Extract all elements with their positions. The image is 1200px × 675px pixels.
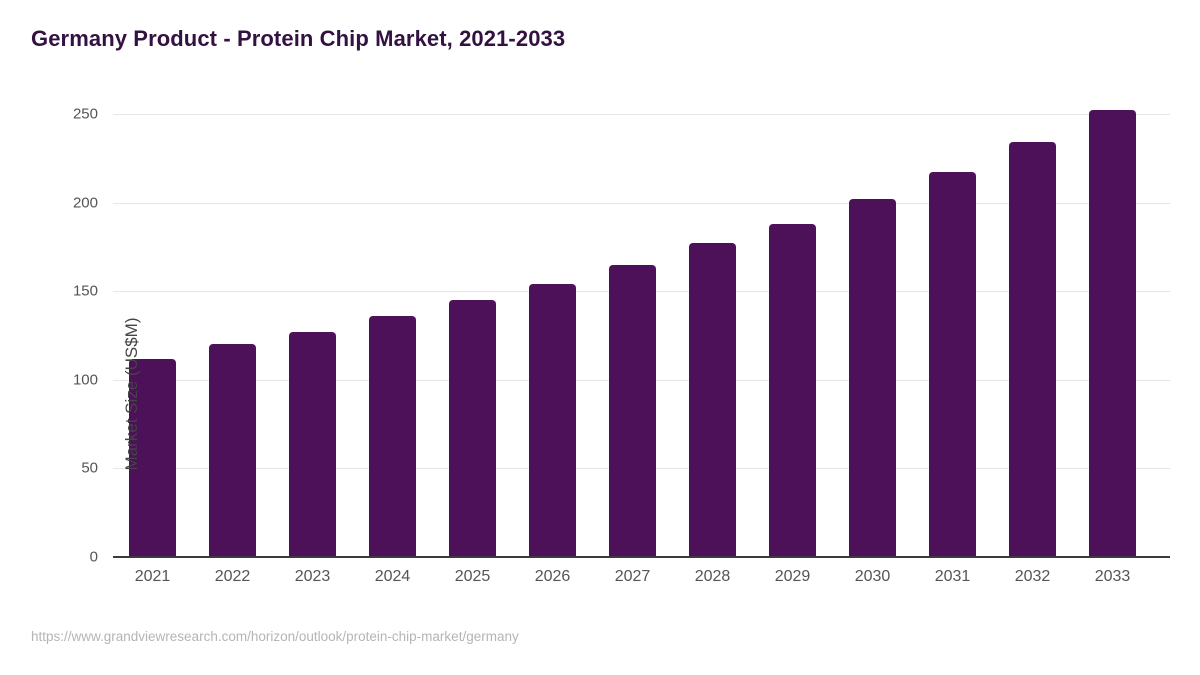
x-axis-tick-label: 2023 (294, 568, 331, 585)
bar[interactable] (689, 243, 736, 557)
gridline (113, 202, 1170, 204)
plot-area: Market Size (US$M) (113, 110, 1170, 557)
x-axis-line (113, 556, 1170, 558)
bar[interactable] (1089, 110, 1136, 557)
x-axis-tick-label: 2024 (374, 568, 411, 585)
x-axis-tick-label: 2030 (854, 568, 891, 585)
x-axis-tick-label: 2026 (534, 568, 571, 585)
x-axis-tick-label: 2028 (694, 568, 731, 585)
bar[interactable] (1009, 142, 1056, 557)
bar[interactable] (209, 344, 256, 557)
x-axis-tick-label: 2033 (1094, 568, 1131, 585)
bar[interactable] (129, 358, 176, 557)
bar[interactable] (849, 199, 896, 557)
bar[interactable] (769, 223, 816, 557)
bar[interactable] (609, 264, 656, 557)
bar[interactable] (929, 172, 976, 557)
x-axis-tick-label: 2031 (934, 568, 971, 585)
x-axis-tick-label: 2029 (774, 568, 811, 585)
x-axis-tick-label: 2025 (454, 568, 491, 585)
source-url-label: https://www.grandviewresearch.com/horizo… (31, 629, 519, 644)
bar[interactable] (449, 300, 496, 557)
gridline (113, 114, 1170, 115)
page-title: Germany Product - Protein Chip Market, 2… (31, 26, 566, 51)
x-axis-tick-label: 2022 (214, 568, 251, 585)
y-axis-tick-label: 0 (89, 548, 98, 566)
bar[interactable] (369, 316, 416, 557)
y-axis-tick-label: 100 (72, 371, 98, 389)
x-axis-tick-label: 2032 (1014, 568, 1051, 585)
bar[interactable] (289, 331, 336, 557)
x-axis-tick-label: 2021 (134, 568, 171, 585)
x-axis-tick-label: 2027 (614, 568, 651, 585)
y-axis-tick-label: 250 (72, 105, 98, 123)
y-axis-tick-label: 150 (72, 282, 98, 300)
bar[interactable] (529, 284, 576, 557)
y-axis-tick-label: 50 (81, 459, 98, 477)
y-axis-tick-label: 200 (72, 194, 98, 212)
